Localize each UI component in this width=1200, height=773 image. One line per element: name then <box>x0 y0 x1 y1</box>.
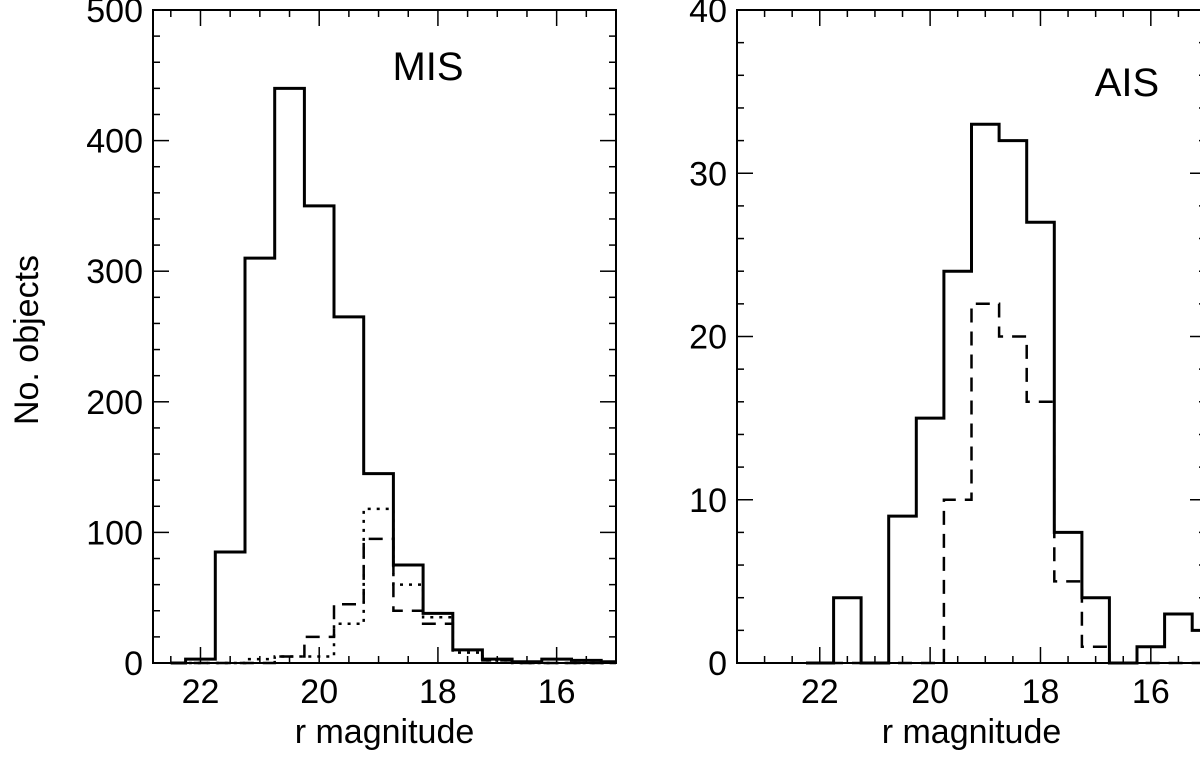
y-tick-label: 0 <box>708 645 727 683</box>
y-tick-label: 100 <box>86 514 143 552</box>
panel-ais: 22 20 18 16 0 10 20 30 40 r magnitude AIS <box>689 0 1200 751</box>
y-tick-label: 400 <box>86 123 143 161</box>
x-tick-label: 18 <box>419 673 457 711</box>
plot-frame <box>736 9 1200 664</box>
y-tick-label: 200 <box>86 384 143 422</box>
y-tick-label: 40 <box>689 0 727 30</box>
y-tick-label: 300 <box>86 253 143 291</box>
y-tick-label: 500 <box>86 0 143 30</box>
y-tick-label: 20 <box>689 319 727 357</box>
x-tick-label: 20 <box>300 673 338 711</box>
y-tick-label: 30 <box>689 155 727 193</box>
x-tick-label: 18 <box>1022 673 1060 711</box>
histogram-dashed <box>806 302 1200 665</box>
y-axis-title: No. objects <box>8 255 46 425</box>
histogram-dashed <box>170 537 616 665</box>
histogram-solid <box>806 122 1200 665</box>
x-tick-label: 16 <box>1132 673 1170 711</box>
x-tick-label: 22 <box>182 673 220 711</box>
y-tick-label: 10 <box>689 482 727 520</box>
y-tick-label: 0 <box>124 645 143 683</box>
x-tick-label: 16 <box>538 673 576 711</box>
x-axis-title: r magnitude <box>882 713 1062 751</box>
x-axis-title: r magnitude <box>295 713 475 751</box>
panel-mis: 22 20 18 16 0 100 200 300 400 500 r magnitude MIS <box>86 0 617 751</box>
panel-title: MIS <box>392 45 463 89</box>
x-tick-label: 20 <box>911 673 949 711</box>
panel-title: AIS <box>1095 61 1159 105</box>
histogram-solid <box>170 86 616 665</box>
plot-frame <box>152 9 617 664</box>
x-tick-label: 22 <box>801 673 839 711</box>
histogram-dotted <box>170 507 616 665</box>
